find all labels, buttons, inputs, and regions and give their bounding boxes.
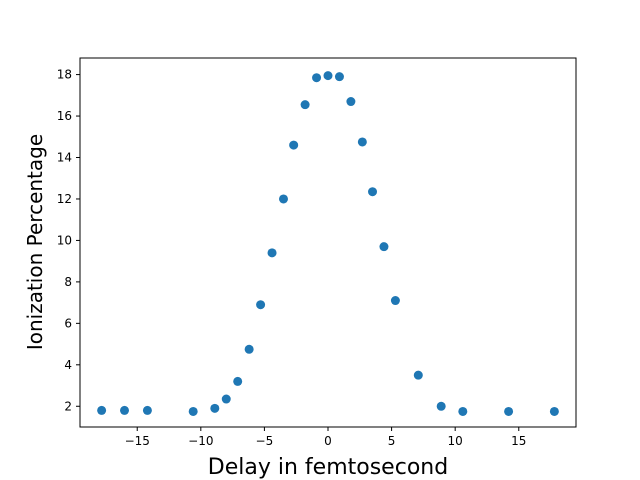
data-point: [368, 187, 378, 197]
data-point: [549, 406, 559, 416]
y-tick-label: 14: [57, 151, 72, 165]
data-point: [312, 73, 322, 83]
data-point: [210, 403, 220, 413]
data-point: [142, 405, 152, 415]
x-tick-label: 5: [388, 434, 396, 448]
data-point: [300, 100, 310, 110]
data-point: [289, 140, 299, 150]
y-axis-ticks: 2 4 6 8 10 12 14 16 18: [57, 68, 80, 413]
y-tick-label: 18: [57, 68, 72, 82]
data-point: [379, 242, 389, 252]
data-point: [323, 71, 333, 81]
data-point: [390, 296, 400, 306]
data-point: [278, 194, 288, 204]
x-tick-label: 15: [511, 434, 526, 448]
data-point: [334, 72, 344, 82]
x-tick-label: −10: [188, 434, 213, 448]
y-tick-label: 4: [64, 358, 72, 372]
data-point: [97, 405, 107, 415]
x-axis-ticks: −15 −10 −5 0 5 10 15: [125, 427, 526, 448]
y-tick-label: 2: [64, 399, 72, 413]
data-point: [120, 405, 130, 415]
x-tick-label: −15: [125, 434, 150, 448]
x-axis-label: Delay in femtosecond: [208, 455, 448, 480]
plot-frame: [79, 57, 577, 428]
data-point: [413, 370, 423, 380]
y-tick-label: 10: [57, 233, 72, 247]
x-tick-label: −5: [256, 434, 274, 448]
data-point: [458, 406, 468, 416]
y-tick-label: 16: [57, 109, 72, 123]
x-tick-label: 10: [448, 434, 463, 448]
data-point: [188, 406, 198, 416]
data-point: [244, 344, 254, 354]
data-point: [256, 300, 266, 310]
data-point: [346, 97, 356, 107]
y-axis-label: Ionization Percentage: [23, 134, 47, 350]
y-tick-label: 8: [64, 275, 72, 289]
data-point: [221, 394, 231, 404]
data-point: [504, 406, 514, 416]
data-point: [357, 137, 367, 147]
data-point: [267, 248, 277, 258]
y-tick-label: 6: [64, 316, 72, 330]
data-point: [436, 401, 446, 411]
x-tick-label: 0: [324, 434, 332, 448]
y-tick-label: 12: [57, 192, 72, 206]
data-point: [233, 376, 243, 386]
data-points: [97, 71, 559, 416]
